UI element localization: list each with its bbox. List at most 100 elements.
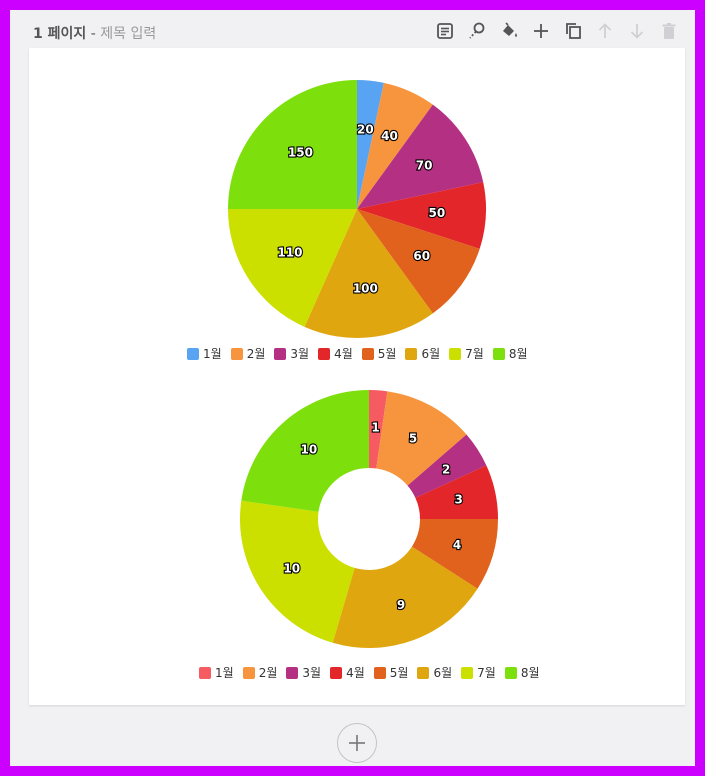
pie-chart: 20 40 70 50 60 100 110 150 (228, 80, 486, 338)
legend-item[interactable]: 2월 (230, 345, 266, 362)
title-separator: - (90, 26, 96, 42)
legend-swatch (373, 666, 386, 679)
slice-value-label: 9 (397, 598, 405, 612)
legend-label: 7월 (477, 666, 496, 680)
legend-item[interactable]: 3월 (286, 664, 321, 681)
legend-item[interactable]: 7월 (461, 664, 496, 681)
legend-swatch (504, 666, 517, 679)
slice-value-label: 150 (288, 145, 313, 159)
slice-value-label: 3 (455, 492, 463, 506)
legend-swatch (449, 347, 462, 360)
trash-icon (658, 20, 680, 42)
page-header: 1 페이지 - 제목 입력 (10, 10, 695, 48)
slice-5월[interactable] (357, 209, 480, 314)
legend-label: 2월 (258, 666, 278, 680)
page-number-label: 1 페이지 (33, 26, 87, 42)
legend-item[interactable]: 5월 (373, 664, 409, 681)
legend-swatch (230, 347, 243, 360)
slice-value-label: 10 (283, 562, 300, 576)
slice-4월[interactable] (357, 182, 486, 249)
legend-label: 8월 (508, 347, 528, 361)
slice-value-label: 5 (409, 431, 417, 445)
pie-chart-legend: 1월 2월 3월 4월 5월 6월 7월 8월 (187, 345, 537, 362)
legend-swatch (187, 347, 199, 360)
legend-swatch (199, 666, 211, 679)
page-frame: 1 페이지 - 제목 입력 (10, 10, 695, 766)
paint-bucket-icon[interactable] (498, 20, 520, 42)
legend-item[interactable]: 6월 (417, 664, 452, 681)
note-icon[interactable] (434, 20, 456, 42)
legend-label: 8월 (520, 666, 540, 680)
legend-label: 7월 (465, 347, 484, 361)
slice-8월[interactable] (241, 390, 369, 512)
slice-8월[interactable] (228, 80, 357, 209)
legend-swatch (330, 666, 343, 679)
legend-item[interactable]: 3월 (274, 345, 309, 362)
slice-7월[interactable] (228, 209, 357, 327)
slice-value-label: 20 (357, 122, 374, 136)
slice-1월[interactable] (357, 80, 384, 209)
slice-6월[interactable] (332, 546, 478, 648)
legend-label: 1월 (203, 347, 222, 361)
page-content-card: 20 40 70 50 60 100 110 150 1 5 2 3 4 9 10 10 1월 2월 3월 4월 5… (29, 48, 685, 705)
slice-3월[interactable] (407, 434, 487, 498)
legend-label: 5월 (389, 666, 409, 680)
slice-value-label: 50 (429, 206, 446, 220)
donut-chart: 1 5 2 3 4 9 10 10 (240, 390, 498, 648)
donut-chart-legend: 1월 2월 3월 4월 5월 6월 7월 8월 (199, 664, 549, 681)
title-placeholder[interactable]: 제목 입력 (100, 26, 157, 42)
legend-item[interactable]: 8월 (492, 345, 528, 362)
slice-value-label: 1 (371, 420, 379, 434)
legend-swatch (274, 347, 287, 360)
legend-swatch (361, 347, 374, 360)
legend-item[interactable]: 1월 (187, 345, 222, 362)
slice-value-label: 10 (301, 443, 318, 457)
slice-value-label: 60 (413, 249, 430, 263)
legend-swatch (405, 347, 418, 360)
slice-5월[interactable] (411, 519, 498, 589)
legend-item[interactable]: 6월 (405, 345, 440, 362)
slice-1월[interactable] (369, 390, 388, 469)
legend-label: 2월 (246, 347, 266, 361)
legend-item[interactable]: 2월 (242, 664, 278, 681)
slice-2월[interactable] (357, 82, 433, 209)
legend-swatch (461, 666, 474, 679)
slice-3월[interactable] (357, 104, 484, 209)
legend-swatch (318, 347, 331, 360)
arrow-up-icon (594, 20, 616, 42)
slice-4월[interactable] (415, 465, 498, 519)
legend-item[interactable]: 4월 (318, 345, 353, 362)
legend-item[interactable]: 7월 (449, 345, 484, 362)
slice-7월[interactable] (240, 500, 355, 643)
slice-6월[interactable] (304, 209, 433, 338)
slice-value-label: 100 (353, 282, 378, 296)
slice-2월[interactable] (376, 391, 467, 486)
legend-label: 1월 (215, 666, 234, 680)
slice-value-label: 4 (453, 538, 461, 552)
legend-label: 4월 (334, 347, 353, 361)
plus-icon[interactable] (530, 20, 552, 42)
legend-label: 6월 (433, 666, 453, 680)
arrow-down-icon (626, 20, 648, 42)
slice-value-label: 70 (416, 158, 433, 172)
copy-icon[interactable] (562, 20, 584, 42)
plus-circle-icon (349, 735, 365, 751)
legend-label: 4월 (346, 666, 365, 680)
charts-canvas: 20 40 70 50 60 100 110 150 1 5 2 3 4 9 10 10 (228, 80, 498, 648)
magic-wand-icon[interactable] (466, 20, 488, 42)
page-title[interactable]: 1 페이지 - 제목 입력 (33, 23, 156, 43)
legend-swatch (242, 666, 255, 679)
legend-label: 6월 (421, 347, 441, 361)
legend-swatch (417, 666, 430, 679)
legend-item[interactable]: 5월 (361, 345, 397, 362)
legend-item[interactable]: 4월 (330, 664, 365, 681)
legend-swatch (286, 666, 299, 679)
legend-label: 3월 (302, 666, 322, 680)
slice-value-label: 2 (442, 462, 450, 476)
legend-item[interactable]: 1월 (199, 664, 234, 681)
legend-label: 3월 (290, 347, 310, 361)
legend-item[interactable]: 8월 (504, 664, 540, 681)
add-page-button[interactable] (337, 723, 377, 763)
slice-value-label: 110 (277, 246, 302, 260)
legend-label: 5월 (377, 347, 397, 361)
